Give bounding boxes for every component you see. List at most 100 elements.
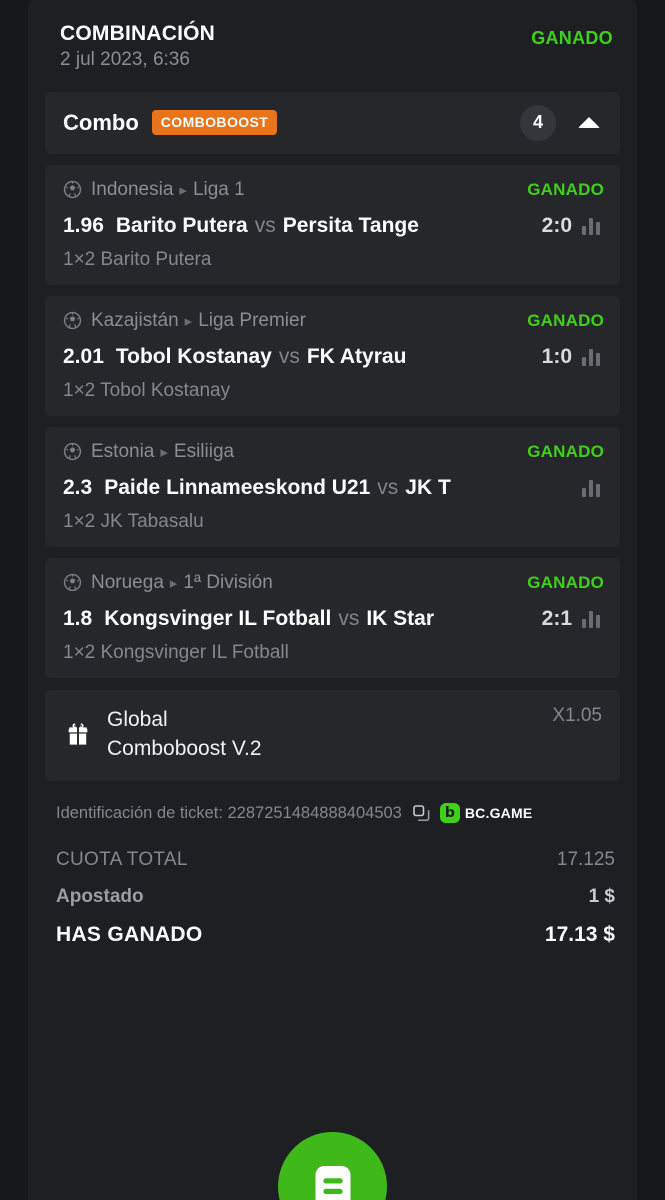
home-team: Kongsvinger IL Fotball <box>104 606 332 630</box>
page-title: COMBINACIÓN <box>60 22 216 45</box>
match-teams[interactable]: Kongsvinger IL Fotball vs IK Star <box>104 603 536 634</box>
caret-up-icon[interactable] <box>578 117 600 129</box>
bet-leg-header: Kazajistán ▸ Liga Premier GANADO <box>63 310 604 332</box>
breadcrumb-separator: ▸ <box>184 312 193 330</box>
receipt-icon <box>312 1164 354 1200</box>
comboboost-badge: COMBOBOOST <box>151 110 278 136</box>
leg-selection: 1×2 JK Tabasalu <box>63 510 204 532</box>
combo-label: Combo <box>63 109 139 135</box>
bet-leg-match: 2.01 Tobol Kostanay vs FK Atyrau 1:0 <box>63 341 604 372</box>
stake-label: Apostado <box>56 886 144 908</box>
teams-line: Paide Linnameeskond U21 vs JK T <box>104 473 451 503</box>
vs-label: vs <box>338 606 360 630</box>
winnings-label: HAS GANADO <box>56 923 203 947</box>
league-path: Kazajistán ▸ Liga Premier <box>91 310 306 332</box>
total-odds-value: 17.125 <box>556 849 615 871</box>
match-teams[interactable]: Tobol Kostanay vs FK Atyrau <box>116 341 536 372</box>
ticket-id-row: Identificación de ticket: 22872514848884… <box>56 803 615 824</box>
match-score: 1:0 <box>541 344 572 368</box>
stake-value: 1 $ <box>588 886 615 908</box>
teams-line: Kongsvinger IL Fotball vs IK Star <box>104 604 434 634</box>
bet-leg: Noruega ▸ 1ª División GANADO 1.8 Kongsvinger … <box>45 557 620 678</box>
slip-header-left: COMBINACIÓN 2 jul 2023, 6:36 <box>60 22 215 72</box>
bar-chart-icon[interactable] <box>582 478 604 498</box>
away-team: FK Atyrau <box>306 344 407 368</box>
total-odds-label: CUOTA TOTAL <box>56 849 188 871</box>
match-teams[interactable]: Barito Putera vs Persita Tange <box>115 210 536 241</box>
gift-icon <box>65 721 91 747</box>
boost-multiplier: X1.05 <box>552 704 602 726</box>
league-name: 1ª División <box>183 571 273 593</box>
leg-selection: 1×2 Barito Putera <box>63 248 212 270</box>
soccer-ball-icon <box>63 311 82 330</box>
country-name: Noruega <box>91 571 164 593</box>
comboboost-row: Global Comboboost V.2 X1.05 <box>45 689 620 782</box>
league-name: Esiliiga <box>173 440 235 462</box>
bet-slip-card: COMBINACIÓN 2 jul 2023, 6:36 GANADO Comb… <box>28 0 637 1200</box>
winnings-row: HAS GANADO 17.13 $ <box>56 923 615 947</box>
text-fade-overlay <box>463 210 536 241</box>
leg-status-badge: GANADO <box>527 310 604 330</box>
league-path: Estonia ▸ Esiliiga <box>91 441 234 463</box>
combo-header-row[interactable]: Combo COMBOBOOST 4 <box>45 91 620 154</box>
vs-label: vs <box>278 344 300 368</box>
brand-name: BC.GAME <box>464 805 533 822</box>
home-team: Tobol Kostanay <box>115 344 272 368</box>
slip-header: COMBINACIÓN 2 jul 2023, 6:36 GANADO <box>28 0 637 72</box>
breadcrumb-separator: ▸ <box>169 574 178 592</box>
brand-mark-icon: b <box>439 803 460 824</box>
bar-chart-icon[interactable] <box>582 216 604 236</box>
leg-odds: 1.96 <box>63 213 104 237</box>
vs-label: vs <box>254 213 276 237</box>
boost-line-1: Global <box>107 707 168 731</box>
stake-row: Apostado 1 $ <box>56 886 615 908</box>
away-team: IK Star <box>366 606 435 630</box>
totals-section: CUOTA TOTAL 17.125 Apostado 1 $ HAS GANA… <box>56 849 615 947</box>
bet-leg: Estonia ▸ Esiliiga GANADO 2.3 Paide Linnamees… <box>45 426 620 547</box>
leg-selection: 1×2 Tobol Kostanay <box>63 379 231 401</box>
soccer-ball-icon <box>63 442 82 461</box>
league-info: Kazajistán ▸ Liga Premier <box>63 310 306 332</box>
away-team: Persita Tange <box>282 213 419 237</box>
bet-leg-header: Noruega ▸ 1ª División GANADO <box>63 572 604 594</box>
bet-leg-match: 2.3 Paide Linnameeskond U21 vs JK T <box>63 472 604 503</box>
country-name: Estonia <box>91 440 155 462</box>
leg-odds: 2.01 <box>63 344 104 368</box>
league-info: Noruega ▸ 1ª División <box>63 572 273 594</box>
leg-status-badge: GANADO <box>527 572 604 592</box>
league-info: Estonia ▸ Esiliiga <box>63 441 234 463</box>
soccer-ball-icon <box>63 573 82 592</box>
home-team: Paide Linnameeskond U21 <box>104 475 371 499</box>
league-path: Noruega ▸ 1ª División <box>91 572 273 594</box>
teams-line: Tobol Kostanay vs FK Atyrau <box>116 342 407 372</box>
bar-chart-icon[interactable] <box>582 609 604 629</box>
text-fade-overlay <box>463 603 536 634</box>
leg-count-badge: 4 <box>520 104 556 141</box>
leg-selection: 1×2 Kongsvinger IL Fotball <box>63 641 289 663</box>
match-score: 2:1 <box>541 606 572 630</box>
slip-date: 2 jul 2023, 6:36 <box>60 48 190 70</box>
league-name: Liga Premier <box>198 309 306 331</box>
bet-leg: Indonesia ▸ Liga 1 GANADO 1.96 Barito Putera v… <box>45 164 620 285</box>
league-info: Indonesia ▸ Liga 1 <box>63 179 245 201</box>
bar-chart-icon[interactable] <box>582 347 604 367</box>
leg-odds: 2.3 <box>63 475 93 499</box>
winnings-value: 17.13 $ <box>544 923 615 947</box>
league-name: Liga 1 <box>192 178 245 200</box>
breadcrumb-separator: ▸ <box>160 443 168 461</box>
copy-icon[interactable] <box>412 804 431 823</box>
total-odds-row: CUOTA TOTAL 17.125 <box>56 849 615 871</box>
home-team: Barito Putera <box>115 213 248 237</box>
league-path: Indonesia ▸ Liga 1 <box>91 179 245 201</box>
country-name: Indonesia <box>91 178 174 200</box>
bet-leg-header: Indonesia ▸ Liga 1 GANADO <box>63 179 604 201</box>
text-fade-overlay <box>463 341 536 372</box>
vs-label: vs <box>377 475 399 499</box>
match-teams[interactable]: Paide Linnameeskond U21 vs JK T <box>104 472 566 503</box>
country-name: Kazajistán <box>91 309 179 331</box>
leg-status-badge: GANADO <box>527 179 604 199</box>
boost-line-2: Comboboost V.2 <box>107 737 262 761</box>
ticket-id-label: Identificación de ticket: 22872514848884… <box>56 803 402 822</box>
match-score: 2:0 <box>541 213 572 237</box>
